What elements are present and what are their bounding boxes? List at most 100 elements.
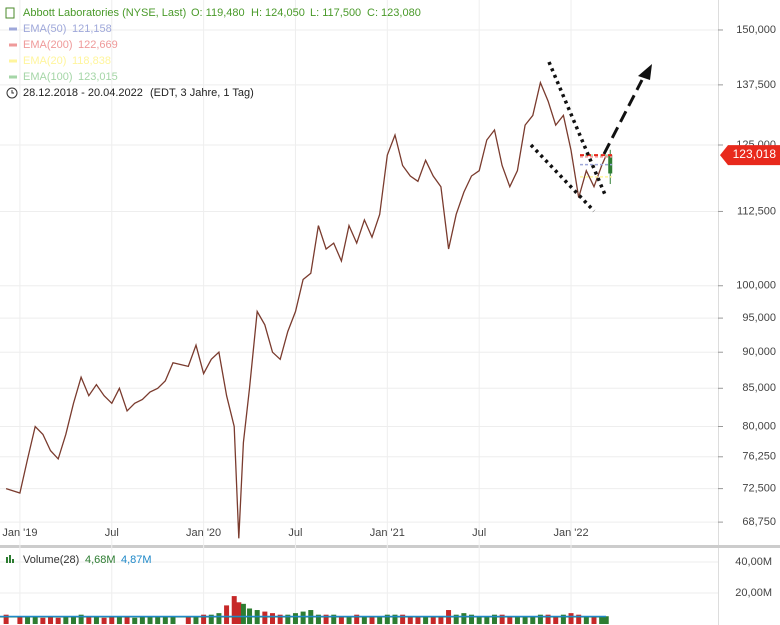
volume-bar — [3, 614, 9, 624]
volume-bar — [476, 616, 482, 624]
y-tick-label: 68,750 — [742, 516, 776, 528]
legend: Abbott Laboratories (NYSE, Last) O: 119,… — [5, 7, 421, 566]
volume-bar — [599, 616, 605, 624]
indicator-name: EMA(20) — [23, 55, 66, 67]
y-tick-label: 72,500 — [742, 483, 776, 495]
y-tick-label: 40,00M — [735, 556, 772, 568]
legend-swatch — [9, 27, 17, 31]
volume-bar — [377, 616, 383, 624]
volume-bar — [270, 613, 276, 624]
volume-bar — [346, 616, 352, 624]
volume-bar — [109, 616, 115, 624]
volume-bar — [400, 614, 406, 624]
volume-bar — [78, 614, 84, 624]
volume-bar — [423, 616, 429, 624]
volume-bar — [277, 614, 283, 624]
x-tick-label: Jul — [472, 527, 486, 539]
y-tick-label: 100,000 — [736, 280, 776, 292]
ohlc-open: O: 119,480 — [191, 7, 245, 19]
x-tick-label: Jan '21 — [370, 527, 405, 539]
indicator-value: 118,838 — [72, 55, 111, 67]
volume-bar — [583, 616, 589, 624]
volume-bar — [32, 616, 38, 624]
volume-bar — [48, 616, 54, 624]
clock-hands — [11, 90, 14, 94]
clock-icon — [6, 87, 18, 99]
volume-bar — [147, 616, 153, 624]
volume-bar — [40, 617, 46, 624]
y-tick-label: 80,000 — [742, 420, 776, 432]
volume-bar — [453, 614, 459, 624]
volume-bar — [415, 616, 421, 624]
volume-bar — [491, 614, 497, 624]
date-range: 28.12.2018 - 20.04.2022 — [23, 87, 143, 99]
volume-bar — [63, 616, 69, 624]
x-tick-label: Jul — [288, 527, 302, 539]
indicator-value: 122,669 — [78, 39, 118, 51]
volume-bar — [507, 616, 513, 624]
arrow-line — [602, 79, 644, 155]
indicator-value: 123,015 — [78, 71, 118, 83]
volume-bar — [361, 616, 367, 624]
volume-bar — [170, 616, 176, 624]
volume-bar — [438, 616, 444, 624]
volume-bar — [469, 614, 475, 624]
volume-bar — [17, 616, 23, 624]
plot — [0, 80, 613, 624]
price-tag-label: 123,018 — [733, 147, 777, 161]
y-tick-label: 90,000 — [742, 346, 776, 358]
volume-bar — [193, 616, 199, 624]
volume-bar — [116, 616, 122, 624]
y-tick-label: 137,500 — [736, 79, 776, 91]
volume-bar — [93, 616, 99, 624]
volume-bar — [568, 613, 574, 624]
price-tag — [720, 145, 780, 166]
volume-bar — [484, 616, 490, 624]
ohlc-low: L: 117,500 — [310, 7, 361, 19]
volume-bar — [514, 616, 520, 624]
x-tick-label: Jan '20 — [186, 527, 221, 539]
instrument-name: Abbott Laboratories (NYSE, Last) — [23, 7, 186, 19]
volume-bar — [323, 614, 329, 624]
ohlc-close: C: 123,080 — [367, 7, 421, 19]
volume-bar — [537, 614, 543, 624]
x-tick-label: Jan '22 — [553, 527, 588, 539]
arrow-head — [638, 64, 652, 80]
volume-bar — [70, 616, 76, 624]
indicator-value: 121,158 — [72, 23, 112, 35]
indicator-name: EMA(50) — [23, 23, 66, 35]
indicator-name: EMA(200) — [23, 39, 73, 51]
ohlc-high: H: 124,050 — [251, 7, 305, 19]
volume-bar — [354, 614, 360, 624]
volume-bar — [369, 616, 375, 624]
volume-bar — [224, 605, 230, 624]
volume-bar — [162, 616, 168, 624]
volume-average-label: 4,87M — [121, 554, 152, 566]
price-line — [5, 80, 607, 539]
volume-bar — [331, 614, 337, 624]
volume-bar — [208, 614, 214, 624]
y-tick-label: 150,000 — [736, 24, 776, 36]
volume-bar — [407, 616, 413, 624]
volume-bar — [101, 617, 107, 624]
pane-separator — [0, 545, 780, 548]
y-tick-label: 112,500 — [737, 205, 776, 217]
volume-bar — [591, 616, 597, 624]
volume-bar — [236, 602, 242, 624]
x-tick-label: Jul — [105, 527, 119, 539]
volume-average-label: 4,68M — [85, 554, 116, 566]
volume-bar — [603, 616, 609, 624]
volume-bar — [55, 617, 61, 624]
legend-swatch — [9, 59, 17, 63]
volume-bar — [216, 613, 222, 624]
volume-bar — [560, 614, 566, 624]
y-tick-label: 20,00M — [735, 587, 772, 599]
volume-bar — [292, 613, 298, 624]
volume-bar — [338, 616, 344, 624]
volume-bar — [545, 614, 551, 624]
volume-bar — [201, 614, 207, 624]
volume-bar — [262, 611, 268, 624]
volume-bar — [185, 616, 191, 624]
x-tick-label: Jan '19 — [2, 527, 37, 539]
